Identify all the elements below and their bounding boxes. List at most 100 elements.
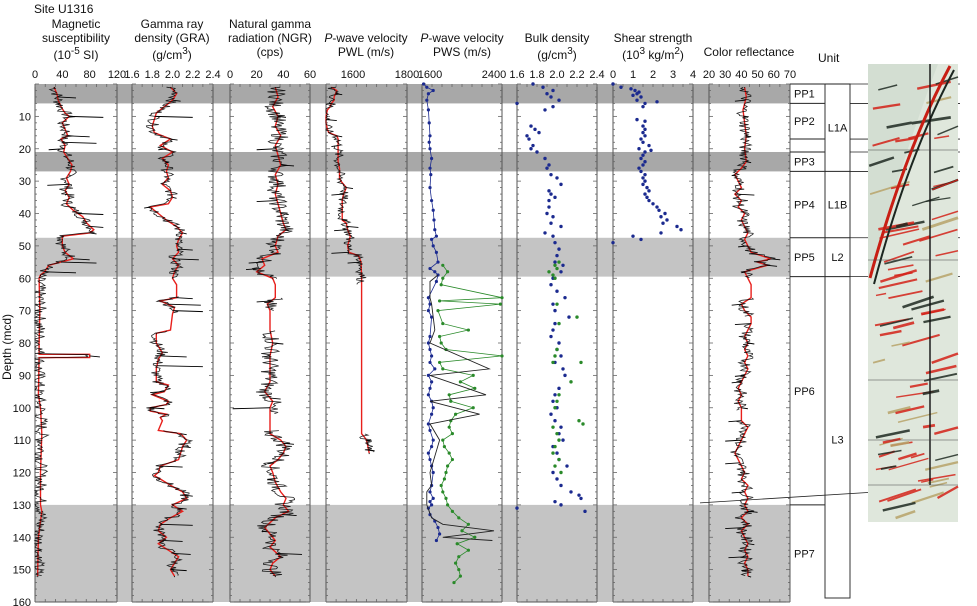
pws-point-green	[457, 568, 461, 572]
depth-tick-label: 120	[13, 468, 31, 480]
seismic-reflector	[897, 452, 917, 461]
raw-spike	[68, 174, 71, 177]
pws-point-blue	[426, 422, 430, 426]
depth-tick-label: 10	[19, 111, 31, 123]
pws-line-black	[426, 274, 495, 541]
raw-spike	[182, 446, 191, 449]
raw-spike	[734, 323, 752, 326]
raw-spike	[160, 523, 193, 526]
pws-point-blue	[432, 218, 436, 222]
x-tick-label-shear: 3	[670, 69, 676, 81]
seismic-reflector	[902, 295, 935, 309]
seismic-reflector	[937, 125, 959, 136]
seismic-reflector	[887, 406, 911, 415]
seismic-reflector	[931, 352, 959, 364]
x-tick-label-shear: 0	[610, 69, 616, 81]
raw-spike	[160, 355, 187, 358]
raw-spike	[269, 397, 281, 400]
x-tick-label-ngr: 40	[277, 69, 289, 81]
seismic-reflector	[875, 292, 887, 297]
raw-spike	[172, 196, 177, 199]
pws-point-blue	[436, 525, 440, 530]
data-point-bulk	[553, 419, 557, 423]
seismic-reflector	[869, 180, 910, 195]
data-point-bulk	[549, 192, 553, 196]
data-point-bulk	[559, 182, 563, 187]
data-point-shear	[655, 100, 659, 104]
x-tick-label-color: 50	[751, 69, 763, 81]
data-point-bulk	[551, 399, 555, 403]
raw-spike	[172, 99, 181, 102]
data-point-bulk	[547, 163, 551, 167]
seismic-reflector	[911, 491, 945, 504]
pws-point-blue	[433, 367, 437, 371]
data-point-bulk	[529, 147, 533, 151]
pws-point-blue	[431, 244, 435, 248]
seismic-reflector	[895, 222, 909, 229]
x-tick-label-ms: 80	[84, 69, 96, 81]
x-tick-label-bulk: 2.4	[589, 69, 604, 81]
pws-point-green	[500, 296, 504, 300]
raw-spike	[170, 569, 187, 572]
raw-spike	[267, 462, 275, 465]
data-point-bulk	[551, 234, 555, 238]
data-point-bulk	[553, 406, 557, 410]
data-point-shear	[657, 208, 661, 212]
data-point-shear	[643, 160, 647, 164]
raw-spike	[89, 232, 97, 235]
raw-spike	[38, 397, 44, 400]
raw-spike	[277, 552, 303, 555]
pws-point-green	[457, 516, 461, 520]
raw-spike	[347, 245, 351, 248]
pws-point-green	[438, 334, 442, 339]
raw-spike	[731, 303, 742, 306]
pws-point-blue	[430, 445, 434, 449]
data-point-bulk	[545, 166, 549, 170]
pws-point-blue	[428, 428, 432, 433]
smoothed-trace-gra	[148, 86, 188, 577]
pws-point-blue	[430, 354, 434, 358]
raw-spike	[734, 193, 755, 196]
data-point-shear	[643, 179, 647, 183]
raw-spike	[331, 251, 349, 254]
pp-unit-pp2: PP2	[794, 116, 815, 128]
data-point-shear	[641, 130, 645, 135]
raw-spike	[57, 103, 60, 105]
raw-spike	[57, 96, 77, 99]
data-point-bulk	[557, 393, 561, 397]
seismic-reflector	[887, 488, 922, 502]
data-point-shear	[675, 224, 679, 229]
raw-spike	[346, 187, 354, 190]
data-point-bulk	[545, 92, 549, 96]
shaded-interval-pp7	[35, 504, 790, 602]
pws-point-green	[466, 548, 470, 552]
data-point-bulk	[567, 315, 571, 319]
data-point-bulk	[557, 260, 561, 264]
data-point-bulk	[553, 260, 557, 264]
data-point-bulk	[559, 270, 563, 274]
raw-spike	[256, 148, 277, 151]
pws-point-blue	[425, 85, 429, 89]
seismic-reflector	[892, 321, 915, 330]
panel-title-color: Color reflectance	[703, 45, 795, 59]
pws-point-green	[441, 438, 445, 442]
pws-point-green	[452, 580, 456, 585]
depth-tick-label: 130	[13, 500, 31, 512]
data-point-shear	[619, 85, 623, 89]
pws-point-blue	[428, 166, 432, 170]
data-point-bulk	[559, 503, 563, 507]
data-point-bulk	[563, 373, 567, 378]
seismic-reflector	[925, 364, 957, 375]
data-point-bulk	[565, 464, 569, 468]
pws-point-green	[447, 425, 451, 429]
data-point-bulk	[551, 273, 555, 277]
panel-ms: 0 40 80 120	[32, 69, 126, 603]
pws-point-green	[450, 432, 454, 436]
raw-spike	[744, 213, 749, 215]
seismic-reflector	[879, 329, 902, 337]
raw-spike	[60, 261, 97, 264]
data-point-bulk	[529, 124, 533, 128]
x-tick-label-ngr: 0	[227, 69, 233, 81]
x-tick-label-bulk: 2.0	[549, 69, 564, 81]
data-point-bulk	[557, 438, 561, 442]
